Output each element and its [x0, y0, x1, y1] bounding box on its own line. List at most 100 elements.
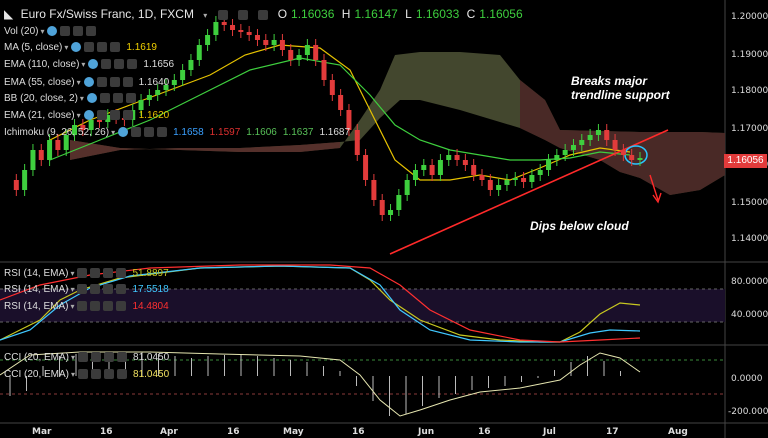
close-icon[interactable] — [125, 93, 136, 104]
settings-icon[interactable] — [96, 110, 107, 121]
settings-icon[interactable] — [91, 369, 102, 380]
eye-icon[interactable] — [47, 26, 58, 37]
add-icon[interactable] — [103, 284, 114, 295]
indicator-row[interactable]: EMA (55, close) ▾ 1.1640 — [4, 76, 169, 90]
chevron-down-icon[interactable]: ▾ — [40, 27, 45, 36]
indicator-row[interactable]: BB (20, close, 2) ▾ — [4, 92, 136, 106]
more-icon[interactable] — [258, 9, 269, 20]
eye-icon[interactable] — [88, 59, 99, 70]
settings-icon[interactable] — [84, 42, 95, 53]
add-icon[interactable] — [103, 268, 114, 279]
candle-body — [437, 160, 443, 175]
chevron-down-icon[interactable]: ▾ — [71, 353, 76, 362]
close-icon[interactable] — [238, 9, 248, 20]
indicator-row[interactable]: EMA (21, close) ▾ 1.1620 — [4, 109, 169, 123]
chevron-down-icon[interactable]: ▾ — [111, 128, 116, 137]
oscillator-label[interactable]: CCI (20, EMA) — [4, 352, 70, 363]
symbol-row: ◣ Euro Fx/Swiss Franc, 1D, FXCM ▾ O 1.160… — [4, 7, 527, 21]
close-icon[interactable] — [117, 369, 128, 380]
eye-icon[interactable] — [77, 268, 88, 279]
settings-icon[interactable] — [90, 284, 101, 295]
candle-body — [180, 70, 186, 80]
oscillator-legend-row[interactable]: RSI (14, EMA) ▾ 17.5518 — [4, 283, 169, 297]
eye-icon[interactable] — [71, 42, 82, 53]
add-icon[interactable] — [144, 127, 155, 138]
close-icon[interactable] — [117, 352, 128, 363]
eye-icon[interactable] — [86, 93, 97, 104]
oscillator-label[interactable]: RSI (14, EMA) — [4, 301, 69, 312]
chevron-down-icon[interactable]: ▾ — [70, 269, 75, 278]
candle-body — [404, 180, 410, 195]
settings-icon[interactable] — [60, 26, 71, 37]
settings-icon[interactable] — [131, 127, 142, 138]
add-icon[interactable] — [109, 77, 120, 88]
indicator-label[interactable]: EMA (21, close) — [4, 110, 75, 121]
oscillator-legend-row[interactable]: RSI (14, EMA) ▾ 14.4804 — [4, 300, 169, 314]
add-icon[interactable] — [73, 26, 84, 37]
candle-body — [238, 30, 244, 32]
symbol-title[interactable]: Euro Fx/Swiss Franc, 1D, FXCM — [20, 7, 194, 21]
indicator-row[interactable]: Vol (20) ▾ — [4, 25, 97, 39]
indicator-label[interactable]: EMA (55, close) — [4, 77, 75, 88]
price-axis-label: 1.15000 — [731, 198, 768, 208]
add-icon[interactable] — [97, 42, 108, 53]
eye-icon[interactable] — [118, 127, 129, 138]
chevron-down-icon[interactable]: ▾ — [76, 111, 81, 120]
oscillator-label[interactable]: RSI (14, EMA) — [4, 284, 69, 295]
indicator-label[interactable]: EMA (110, close) — [4, 59, 80, 70]
indicator-row[interactable]: Ichimoku (9, 26, 52, 26) ▾ 1.1658 1.1597 1.1… — [4, 126, 350, 140]
settings-icon[interactable] — [101, 59, 112, 70]
oscillator-legend-row[interactable]: CCI (20, EMA) ▾ 81.0450 — [4, 368, 169, 382]
chevron-down-icon[interactable]: ▾ — [76, 78, 81, 87]
settings-icon[interactable] — [90, 301, 101, 312]
close-icon[interactable] — [122, 110, 133, 121]
eye-icon[interactable] — [78, 352, 89, 363]
annotation-dips: Dips below cloud — [530, 219, 629, 233]
eye-icon[interactable] — [83, 77, 94, 88]
indicator-label[interactable]: BB (20, close, 2) — [4, 93, 78, 104]
chevron-down-icon[interactable]: ▾ — [64, 43, 69, 52]
chevron-down-icon[interactable]: ▾ — [203, 11, 208, 20]
indicator-row[interactable]: MA (5, close) ▾ 1.1619 — [4, 41, 157, 55]
oscillator-legend-row[interactable]: CCI (20, EMA) ▾ 81.0450 — [4, 351, 169, 365]
oscillator-legend-row[interactable]: RSI (14, EMA) ▾ 51.8897 — [4, 267, 169, 281]
chevron-down-icon[interactable]: ▾ — [70, 285, 75, 294]
close-icon[interactable] — [157, 127, 168, 138]
eye-icon[interactable] — [83, 110, 94, 121]
time-axis-label: 16 — [352, 427, 365, 437]
add-icon[interactable] — [114, 59, 125, 70]
add-icon[interactable] — [104, 352, 115, 363]
eye-icon[interactable] — [78, 369, 89, 380]
oscillator-label[interactable]: RSI (14, EMA) — [4, 268, 69, 279]
settings-icon[interactable] — [90, 268, 101, 279]
oscillator-label[interactable]: CCI (20, EMA) — [4, 369, 70, 380]
add-icon[interactable] — [103, 301, 114, 312]
close-icon[interactable] — [110, 42, 121, 53]
indicator-row[interactable]: EMA (110, close) ▾ 1.1656 — [4, 58, 174, 72]
indicator-label[interactable]: MA (5, close) — [4, 42, 63, 53]
time-axis-label: Jul — [542, 427, 556, 437]
close-icon[interactable] — [86, 26, 97, 37]
chevron-down-icon[interactable]: ▾ — [71, 370, 76, 379]
add-icon[interactable] — [109, 110, 120, 121]
chevron-down-icon[interactable]: ▾ — [81, 60, 86, 69]
close-icon[interactable] — [116, 301, 127, 312]
close-icon[interactable] — [116, 268, 127, 279]
close-icon[interactable] — [127, 59, 138, 70]
chevron-down-icon[interactable]: ▾ — [70, 302, 75, 311]
settings-icon[interactable] — [217, 9, 228, 20]
eye-icon[interactable] — [77, 301, 88, 312]
eye-icon[interactable] — [77, 284, 88, 295]
rsi-line-yellow — [0, 265, 641, 343]
add-icon[interactable] — [112, 93, 123, 104]
settings-icon[interactable] — [96, 77, 107, 88]
settings-icon[interactable] — [99, 93, 110, 104]
indicator-label[interactable]: Ichimoku (9, 26, 52, 26) — [4, 127, 110, 138]
settings-icon[interactable] — [91, 352, 102, 363]
chevron-down-icon[interactable]: ▾ — [79, 94, 84, 103]
close-icon[interactable] — [122, 77, 133, 88]
indicator-label[interactable]: Vol (20) — [4, 26, 39, 37]
add-icon[interactable] — [104, 369, 115, 380]
collapse-icon[interactable]: ◣ — [4, 7, 14, 21]
close-icon[interactable] — [116, 284, 127, 295]
